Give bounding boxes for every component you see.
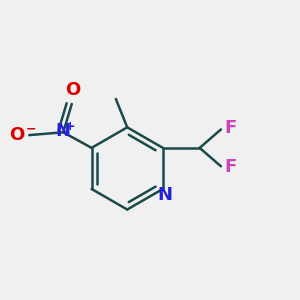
Text: −: − [26,122,36,135]
Text: O: O [65,81,80,99]
Text: N: N [56,122,71,140]
Text: +: + [64,119,75,133]
Text: N: N [158,186,172,204]
Text: F: F [224,119,237,137]
Text: F: F [224,158,237,176]
Text: O: O [9,126,24,144]
